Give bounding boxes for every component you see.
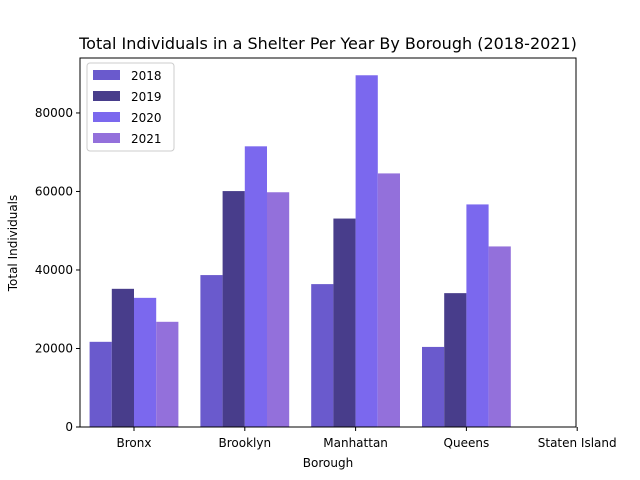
y-tick-label: 80000 xyxy=(35,106,73,120)
legend-label-2019: 2019 xyxy=(131,90,162,104)
bar-2021-bronx xyxy=(156,321,179,427)
legend-swatch-2020 xyxy=(93,112,120,122)
y-tick-label: 60000 xyxy=(35,184,73,198)
bar-2019-bronx xyxy=(111,288,134,427)
bar-2019-brooklyn xyxy=(222,191,245,427)
legend-swatch-2018 xyxy=(93,70,120,80)
legend: 2018 2019 2020 2021 xyxy=(86,62,175,152)
legend-box xyxy=(86,62,175,152)
bar-2019-queens xyxy=(444,293,467,427)
bar-2018-bronx xyxy=(89,341,112,427)
bar-2020-brooklyn xyxy=(244,146,267,427)
bar-2021-queens xyxy=(488,246,511,427)
bar-2019-manhattan xyxy=(333,218,356,427)
bar-2020-manhattan xyxy=(355,75,378,428)
y-axis: 0 20000 40000 60000 80000 xyxy=(35,106,80,434)
bars-group xyxy=(89,75,511,428)
legend-swatch-2019 xyxy=(93,91,120,101)
legend-label-2018: 2018 xyxy=(131,69,162,83)
bar-2021-brooklyn xyxy=(267,192,290,427)
x-axis: Bronx Brooklyn Manhattan Queens Staten Islan… xyxy=(117,427,617,450)
legend-swatch-2021 xyxy=(93,133,120,143)
bar-2020-bronx xyxy=(134,297,157,427)
chart-title: Total Individuals in a Shelter Per Year … xyxy=(78,34,577,53)
x-tick-label: Bronx xyxy=(117,436,152,450)
y-axis-label: Total Individuals xyxy=(6,195,20,293)
plot-frame xyxy=(79,57,577,428)
y-tick-label: 0 xyxy=(65,420,73,434)
bar-2018-brooklyn xyxy=(200,275,223,427)
bar-2018-manhattan xyxy=(311,284,334,427)
bar-2018-queens xyxy=(422,346,445,427)
x-tick-label: Staten Island xyxy=(538,436,617,450)
legend-label-2021: 2021 xyxy=(131,132,162,146)
y-tick-label: 20000 xyxy=(35,341,73,355)
bar-2021-manhattan xyxy=(377,173,400,427)
bar-2020-queens xyxy=(466,204,489,427)
x-tick-label: Queens xyxy=(444,436,490,450)
x-tick-label: Manhattan xyxy=(323,436,388,450)
x-tick-label: Brooklyn xyxy=(219,436,272,450)
y-tick-label: 40000 xyxy=(35,263,73,277)
legend-label-2020: 2020 xyxy=(131,111,162,125)
x-axis-label: Borough xyxy=(303,456,353,470)
